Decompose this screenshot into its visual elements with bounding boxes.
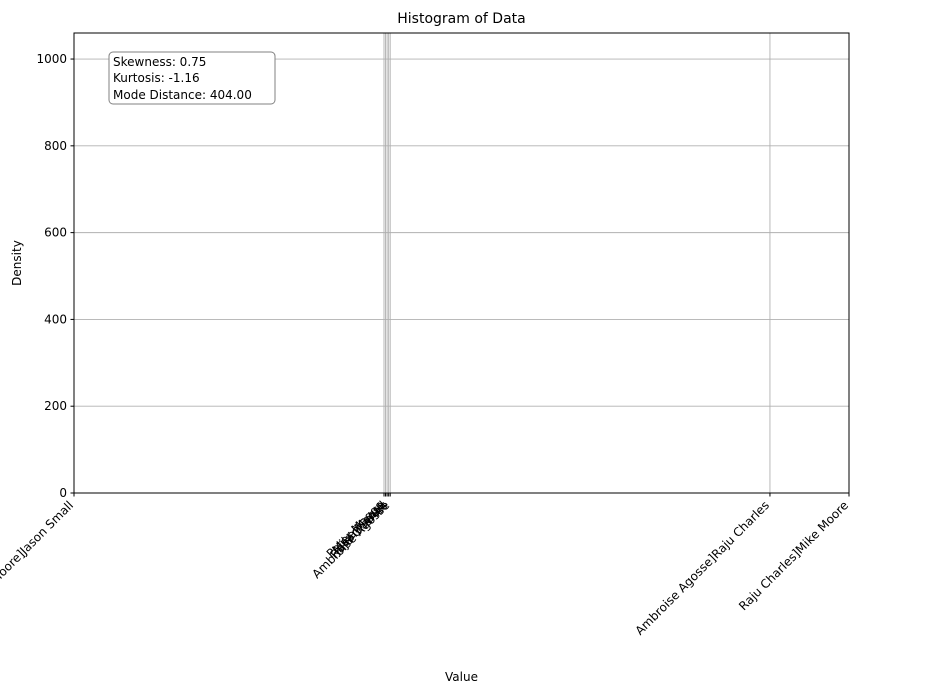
y-tick-label: 600 — [44, 226, 67, 240]
y-tick-label: 400 — [44, 312, 67, 326]
stats-kurtosis: Kurtosis: -1.16 — [113, 71, 200, 85]
grid-lines — [73, 33, 850, 494]
y-tick-label: 0 — [59, 486, 67, 500]
y-tick-label: 800 — [44, 139, 67, 153]
y-tick-label: 200 — [44, 399, 67, 413]
stats-mode-distance: Mode Distance: 404.00 — [113, 88, 252, 102]
y-tick-label: 1000 — [36, 52, 67, 66]
stats-annotation: Skewness: 0.75 Kurtosis: -1.16 Mode Dist… — [108, 51, 276, 105]
stats-box — [108, 51, 276, 105]
plot-area-frame — [73, 32, 850, 494]
y-axis-label: Density — [10, 240, 24, 286]
stats-skewness: Skewness: 0.75 — [113, 55, 206, 69]
y-axis-ticks: 0 200 400 600 800 1000 — [36, 52, 74, 500]
chart-title: Histogram of Data — [397, 11, 525, 27]
x-axis-label: Value — [445, 670, 478, 684]
